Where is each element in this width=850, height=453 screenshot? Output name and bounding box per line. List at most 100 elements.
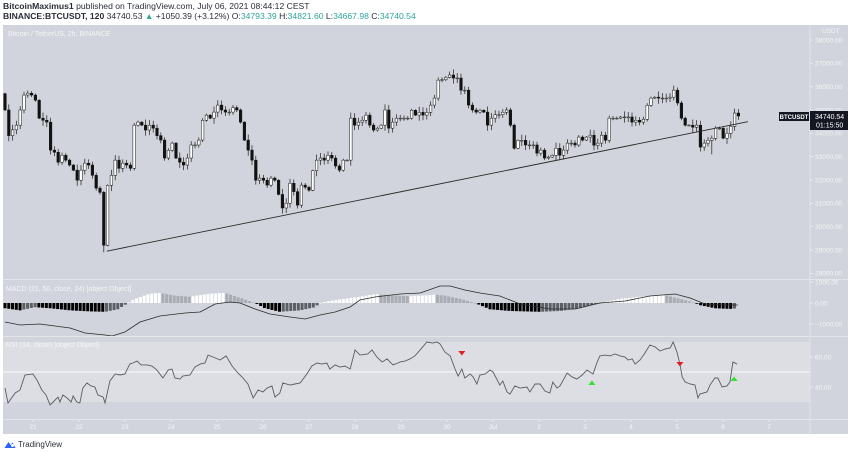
candle[interactable] [672, 85, 676, 101]
candle[interactable] [653, 96, 657, 100]
candle[interactable] [413, 109, 417, 117]
candle[interactable] [725, 127, 729, 144]
candle[interactable] [524, 135, 528, 151]
candle[interactable] [41, 112, 45, 126]
candle[interactable] [550, 154, 554, 159]
candle[interactable] [733, 108, 737, 131]
candle[interactable] [527, 140, 531, 150]
candle[interactable] [505, 107, 509, 116]
candle[interactable] [239, 108, 243, 124]
candle[interactable] [691, 119, 695, 133]
candle[interactable] [592, 130, 596, 151]
candle[interactable] [596, 138, 600, 150]
candle[interactable] [147, 120, 151, 136]
candle[interactable] [75, 164, 79, 186]
candle[interactable] [634, 116, 638, 126]
candle[interactable] [83, 158, 87, 175]
candle[interactable] [159, 132, 163, 144]
candle[interactable] [569, 139, 573, 147]
candle[interactable] [649, 96, 653, 107]
candle[interactable] [178, 152, 182, 168]
tradingview-footer[interactable]: TradingView [4, 438, 62, 450]
candle[interactable] [474, 107, 478, 115]
candle[interactable] [235, 105, 239, 113]
candle[interactable] [368, 112, 372, 128]
candle[interactable] [311, 169, 315, 192]
candle[interactable] [394, 114, 398, 126]
candle[interactable] [581, 135, 585, 142]
candle[interactable] [68, 158, 72, 167]
candle[interactable] [265, 177, 269, 188]
candle[interactable] [683, 116, 687, 127]
candle[interactable] [383, 104, 387, 131]
candle[interactable] [508, 107, 512, 128]
candle[interactable] [493, 110, 497, 123]
candle[interactable] [535, 141, 539, 157]
candle[interactable] [52, 146, 56, 157]
candle[interactable] [554, 142, 558, 161]
candle[interactable] [60, 152, 64, 165]
candle[interactable] [307, 185, 311, 192]
candle[interactable] [558, 143, 562, 161]
candle[interactable] [600, 131, 604, 147]
candle[interactable] [664, 93, 668, 103]
candle[interactable] [463, 86, 467, 95]
candle[interactable] [679, 100, 683, 121]
candle[interactable] [284, 198, 288, 213]
candle[interactable] [337, 163, 341, 173]
candle[interactable] [573, 140, 577, 148]
candle[interactable] [546, 155, 550, 160]
candle[interactable] [292, 179, 296, 196]
candle[interactable] [14, 120, 18, 135]
candle[interactable] [261, 174, 265, 184]
candle[interactable] [216, 100, 220, 118]
candle[interactable] [391, 117, 395, 133]
candle[interactable] [303, 183, 307, 190]
candle[interactable] [90, 161, 94, 179]
candle[interactable] [299, 182, 303, 208]
candle[interactable] [125, 159, 129, 169]
candle[interactable] [417, 106, 421, 121]
candle[interactable] [269, 176, 273, 188]
candle[interactable] [698, 120, 702, 152]
candle[interactable] [489, 113, 493, 131]
candle[interactable] [440, 77, 444, 83]
price-pane[interactable] [3, 69, 748, 253]
candle[interactable] [630, 112, 634, 127]
candle[interactable] [163, 137, 167, 161]
candle[interactable] [140, 121, 144, 127]
candle[interactable] [421, 107, 425, 121]
candle[interactable] [562, 145, 566, 160]
candle[interactable] [273, 176, 277, 182]
candle[interactable] [451, 69, 455, 84]
candle[interactable] [189, 141, 193, 162]
candle[interactable] [277, 179, 281, 196]
macd-line[interactable] [4, 285, 738, 336]
candle[interactable] [79, 165, 83, 186]
candle[interactable] [615, 116, 619, 120]
candle[interactable] [45, 115, 49, 128]
candle[interactable] [584, 136, 588, 142]
candle[interactable] [280, 188, 284, 214]
candle[interactable] [258, 174, 262, 185]
candle[interactable] [607, 115, 611, 144]
candle[interactable] [208, 114, 212, 120]
candle[interactable] [432, 94, 436, 109]
rsi-pane[interactable] [4, 340, 738, 406]
candle[interactable] [174, 142, 178, 159]
candle[interactable] [204, 113, 208, 122]
candle[interactable] [353, 113, 357, 131]
candle[interactable] [102, 190, 106, 253]
author-name[interactable]: BitcoinMaximus1 [3, 1, 74, 11]
candle[interactable] [497, 110, 501, 119]
candle[interactable] [185, 153, 189, 170]
candle[interactable] [227, 108, 231, 116]
candle[interactable] [94, 172, 98, 191]
candle[interactable] [448, 71, 452, 79]
candle[interactable] [220, 100, 224, 115]
candle[interactable] [128, 162, 132, 171]
candle[interactable] [565, 139, 569, 154]
candle[interactable] [425, 107, 429, 120]
candle[interactable] [98, 186, 102, 195]
candle[interactable] [375, 126, 379, 132]
